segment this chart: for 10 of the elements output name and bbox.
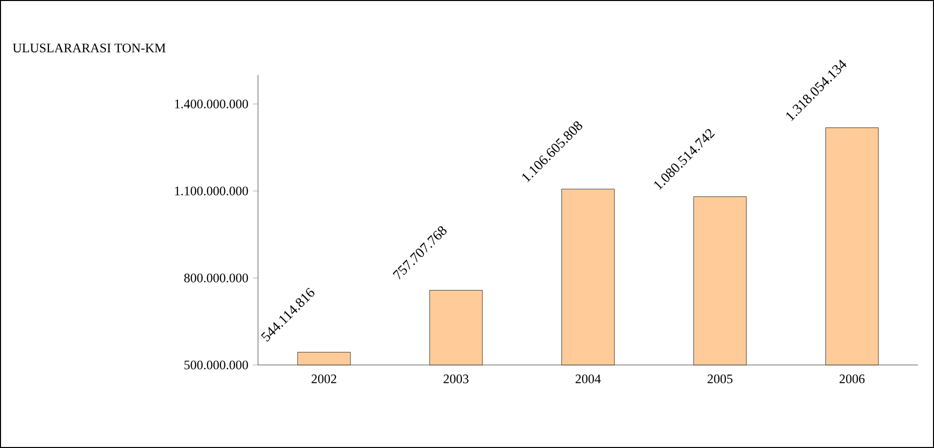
x-tick-label: 2006 [840,374,865,384]
x-tick-label: 2005 [708,374,732,384]
x-tick-label: 2002 [312,374,336,384]
text: ULUSLARARASI TON-KM [12,44,166,52]
y-tick-label: 1.400.000.000 [175,100,248,108]
y-tick-label: 1.100.000.000 [175,186,248,196]
y-tick-label: 800.000.000 [184,274,248,282]
x-tick-label: 2004 [576,374,601,384]
y-tick-label: 500.000.000 [184,360,248,370]
x-tick-label: 2003 [444,374,468,384]
